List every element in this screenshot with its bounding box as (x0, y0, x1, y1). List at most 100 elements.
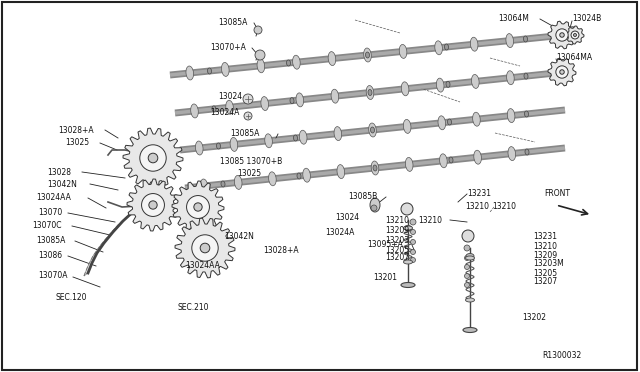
Circle shape (148, 153, 158, 163)
Ellipse shape (405, 157, 413, 171)
Text: 13210: 13210 (533, 241, 557, 250)
Circle shape (149, 201, 157, 209)
Polygon shape (175, 218, 235, 278)
Ellipse shape (436, 78, 444, 92)
Circle shape (255, 50, 265, 60)
Text: 13205: 13205 (533, 269, 557, 278)
Text: 13203: 13203 (385, 235, 409, 244)
Ellipse shape (261, 97, 269, 110)
Ellipse shape (269, 172, 276, 186)
Text: 13028: 13028 (47, 167, 71, 176)
Ellipse shape (399, 44, 407, 58)
Ellipse shape (472, 74, 479, 89)
Text: 13070+A: 13070+A (210, 42, 246, 51)
Ellipse shape (221, 62, 229, 76)
Ellipse shape (265, 134, 273, 148)
Circle shape (371, 205, 377, 211)
Circle shape (556, 29, 568, 41)
Ellipse shape (364, 48, 371, 62)
Ellipse shape (447, 119, 451, 125)
Text: SEC.120: SEC.120 (55, 294, 86, 302)
Ellipse shape (445, 44, 449, 50)
Ellipse shape (524, 73, 528, 79)
Ellipse shape (300, 130, 307, 144)
Circle shape (464, 245, 470, 251)
Text: 13064M: 13064M (498, 13, 529, 22)
Ellipse shape (508, 109, 515, 122)
Ellipse shape (303, 168, 310, 182)
Ellipse shape (207, 68, 211, 74)
Circle shape (187, 196, 209, 218)
Text: 13024: 13024 (218, 92, 242, 100)
Text: 13070A: 13070A (38, 272, 67, 280)
Ellipse shape (365, 52, 369, 58)
Ellipse shape (524, 36, 527, 42)
Text: 13201: 13201 (373, 273, 397, 282)
Ellipse shape (234, 176, 242, 189)
Ellipse shape (373, 165, 377, 171)
Circle shape (410, 257, 415, 263)
Ellipse shape (368, 90, 372, 96)
Text: 13095+A: 13095+A (367, 240, 403, 248)
Text: 13042N: 13042N (224, 231, 254, 241)
Ellipse shape (195, 141, 203, 155)
Circle shape (465, 273, 470, 279)
Ellipse shape (294, 135, 298, 141)
Circle shape (560, 33, 564, 37)
Circle shape (410, 219, 416, 225)
Text: 13085A: 13085A (218, 17, 248, 26)
Ellipse shape (186, 66, 193, 80)
Circle shape (410, 250, 415, 254)
Circle shape (462, 230, 474, 242)
Ellipse shape (525, 149, 529, 155)
Ellipse shape (449, 157, 453, 163)
Text: 13025: 13025 (65, 138, 89, 147)
Text: 13024B: 13024B (572, 13, 601, 22)
Ellipse shape (474, 150, 481, 164)
Text: 13024A: 13024A (325, 228, 355, 237)
Circle shape (571, 31, 579, 39)
Text: 13024: 13024 (335, 212, 359, 221)
Circle shape (254, 26, 262, 34)
Ellipse shape (507, 71, 514, 85)
Ellipse shape (212, 106, 216, 112)
Text: 13202: 13202 (522, 312, 546, 321)
Ellipse shape (401, 82, 409, 96)
Ellipse shape (230, 137, 237, 151)
Ellipse shape (446, 81, 450, 87)
Ellipse shape (466, 253, 474, 259)
Circle shape (192, 235, 218, 261)
Ellipse shape (435, 41, 442, 55)
Ellipse shape (371, 127, 374, 133)
Ellipse shape (463, 327, 477, 333)
Circle shape (410, 240, 415, 244)
Polygon shape (123, 128, 183, 188)
Text: 13231: 13231 (533, 231, 557, 241)
Circle shape (244, 112, 252, 120)
Text: 13207: 13207 (385, 253, 409, 263)
Text: 13024A: 13024A (210, 108, 239, 116)
Text: 13210: 13210 (492, 202, 516, 211)
Text: 13203M: 13203M (533, 260, 564, 269)
Ellipse shape (216, 143, 221, 149)
Text: 13064MA: 13064MA (556, 52, 592, 61)
Text: 13085 13070+B: 13085 13070+B (220, 157, 282, 166)
Ellipse shape (401, 282, 415, 288)
Ellipse shape (366, 86, 374, 99)
Circle shape (140, 145, 166, 171)
Text: 13205: 13205 (385, 246, 409, 254)
Text: 13070: 13070 (38, 208, 62, 217)
Ellipse shape (440, 154, 447, 168)
Circle shape (465, 256, 470, 260)
Ellipse shape (403, 226, 413, 230)
Polygon shape (127, 179, 179, 231)
Text: SEC.210: SEC.210 (178, 302, 209, 311)
Ellipse shape (257, 59, 265, 73)
Ellipse shape (334, 126, 342, 141)
Text: 13210: 13210 (385, 215, 409, 224)
Text: 13042N: 13042N (47, 180, 77, 189)
Ellipse shape (297, 173, 301, 179)
Circle shape (200, 243, 210, 253)
Ellipse shape (290, 98, 294, 104)
Text: 13028+A: 13028+A (263, 246, 299, 254)
